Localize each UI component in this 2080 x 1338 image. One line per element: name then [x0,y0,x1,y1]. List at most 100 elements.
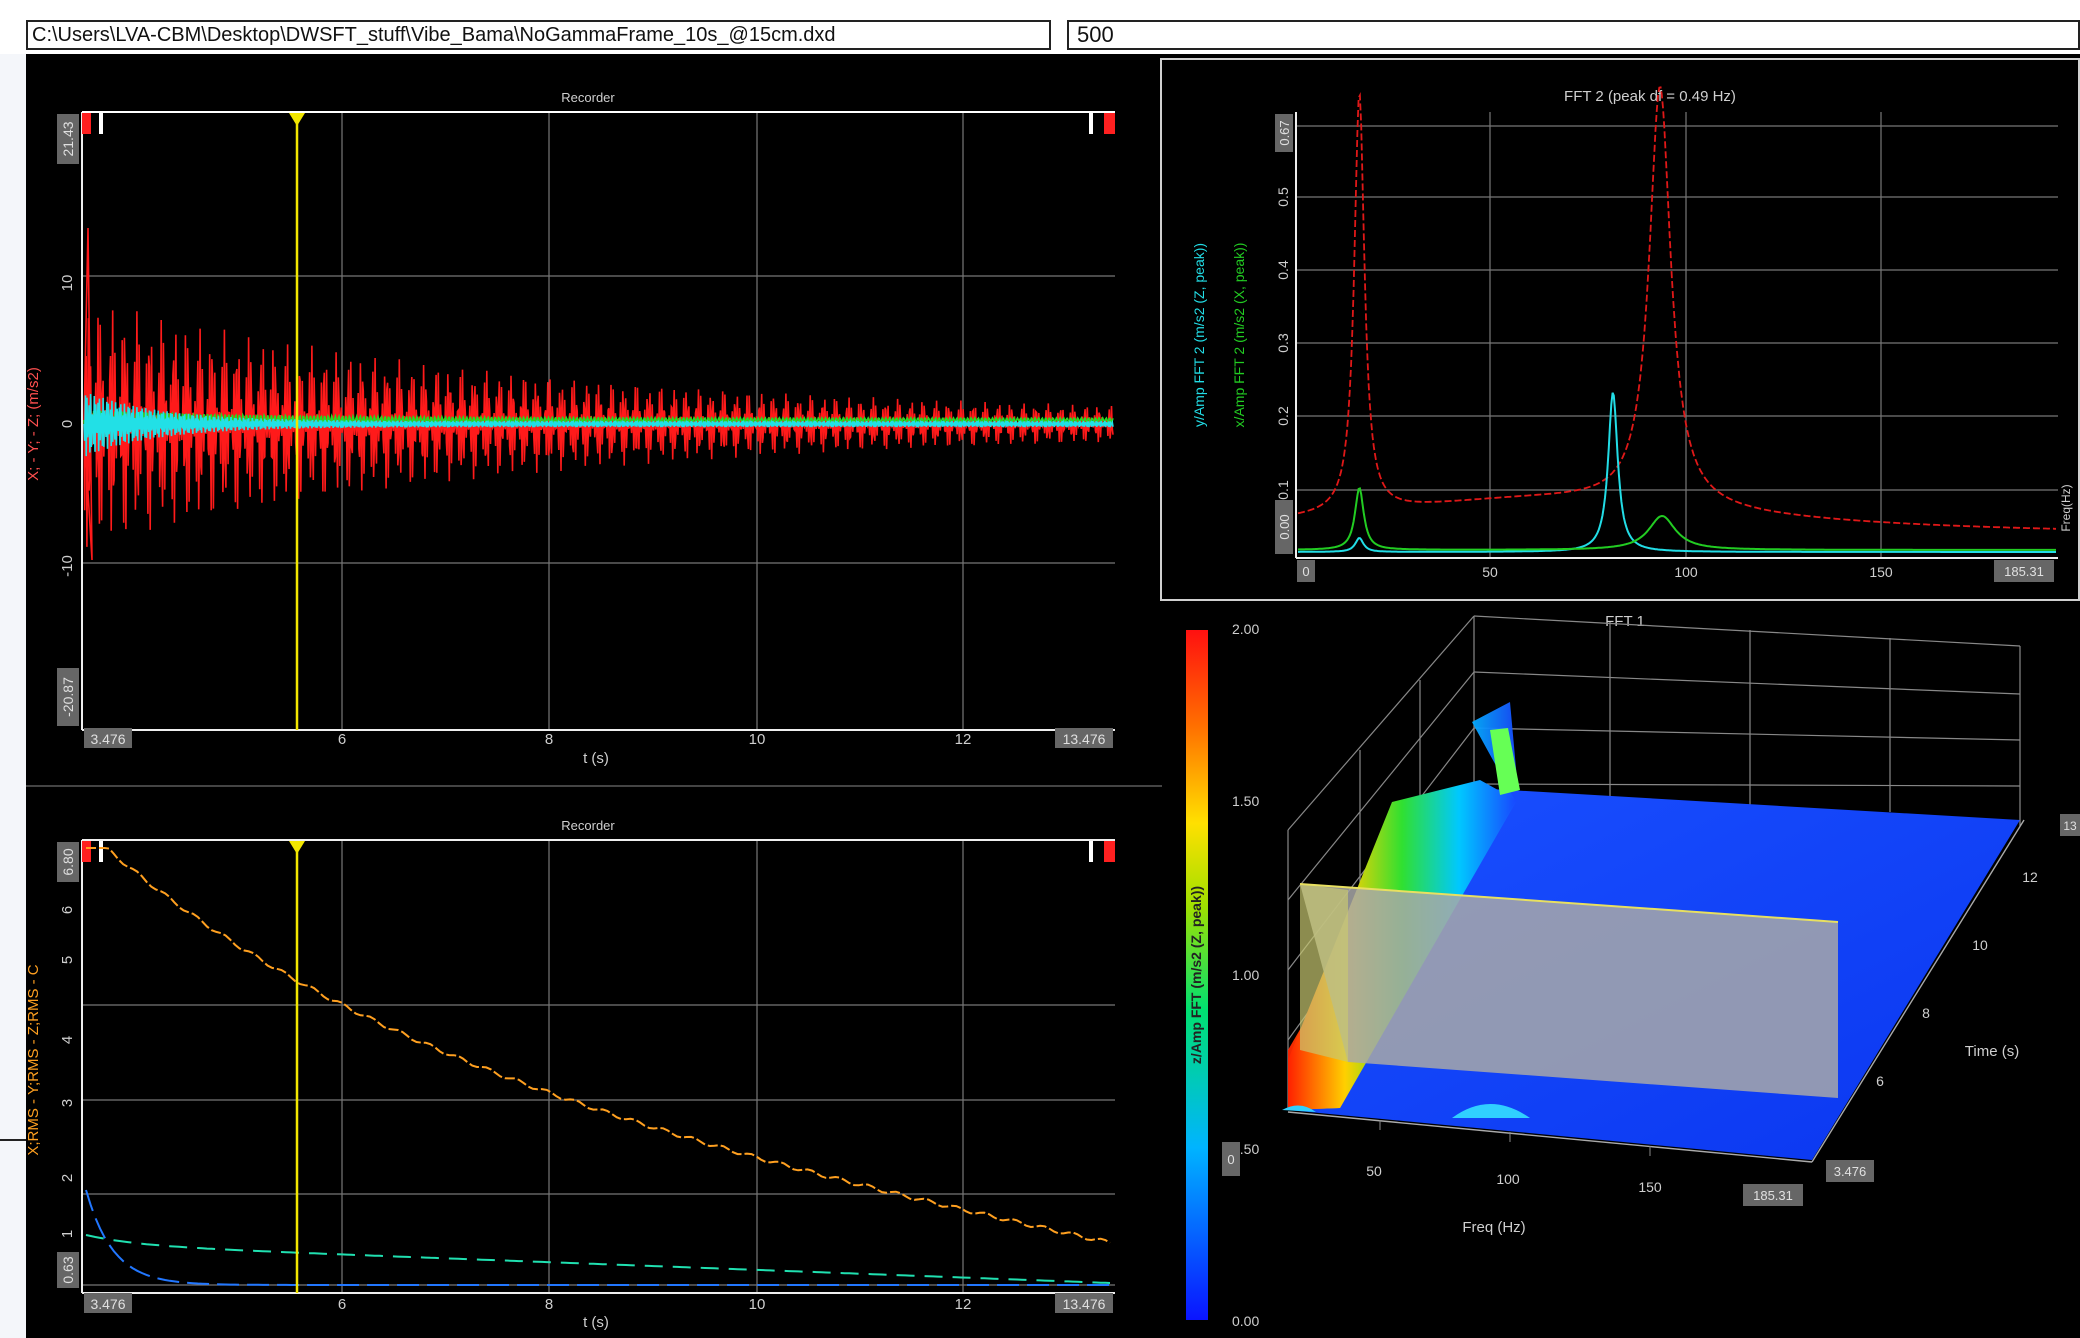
y-tick: -10 [59,555,76,577]
y-axis-label: X;RMS - Y;RMS - Z;RMS - C [25,964,42,1155]
z-acceleration-trace [83,227,1114,561]
x-end-box[interactable] [1994,560,2054,582]
time-end-box[interactable] [2060,814,2080,836]
time-start-box[interactable] [1826,1160,1874,1182]
time-tick: 12 [2022,869,2038,885]
x-tick: 12 [955,731,972,748]
waterfall-second-peak [1452,1104,1530,1118]
x-end-label: 13.476 [1063,731,1106,747]
time-tick: 10 [1972,937,1988,953]
time-cursor-plane[interactable] [1300,884,1838,1098]
range-start-handle[interactable] [99,841,103,862]
y-min-label: 0.63 [60,1256,76,1283]
sample-rate-field[interactable]: 500 [1067,20,2080,50]
x-start-label: 3.476 [90,731,125,747]
x-end-label: 185.31 [2004,564,2044,579]
y-min-box[interactable] [1275,500,1293,554]
y-tick: 0.1 [1275,480,1291,500]
freq-axis-label: Freq (Hz) [1462,1219,1525,1236]
fft2-x-spectrum [1297,487,2056,551]
colorbar-tick: 1.50 [1232,793,1259,809]
x-end-box[interactable] [1055,728,1113,748]
y-tick: 0 [59,420,76,428]
y-tick: 5 [59,956,76,964]
x-tick: 10 [749,1296,766,1313]
range-end-marker[interactable] [1104,113,1115,134]
y-tick: 0.2 [1275,406,1291,426]
y-max-box[interactable] [1275,114,1293,152]
recorder-bottom-panel[interactable]: Recorder 6.80 0.63 6 5 4 3 2 1 X;RMS - Y… [25,790,1162,1338]
left-edge-line [0,1139,28,1141]
freq-tick: 100 [1496,1171,1520,1187]
freq-end-label: 185.31 [1753,1188,1793,1203]
y-tick: 1 [59,1230,76,1238]
recorder-top-title: Recorder [561,90,615,105]
x-start-label: 3.476 [90,1296,125,1312]
x-end-box[interactable] [1055,1293,1113,1313]
y-min-label: -20.87 [60,677,76,717]
time-cursor-handle[interactable] [289,841,305,854]
waterfall-grid [1287,615,2021,1110]
time-tick: 8 [1922,1005,1930,1021]
fft2-z-spectrum [1297,86,2056,530]
y-min-box[interactable] [57,668,79,726]
colorbar-tick: 0.00 [1232,1313,1259,1329]
x-tick: 50 [1482,564,1498,580]
fft2-title: FFT 2 (peak df = 0.49 Hz) [1564,88,1736,105]
fft2-right-label: Freq(Hz) [2059,484,2073,531]
freq-tick: 150 [1638,1179,1662,1195]
range-start-marker[interactable] [82,113,91,134]
x-tick: 10 [749,731,766,748]
y-tick: 2 [59,1174,76,1182]
y-min-label: 0.00 [1277,514,1292,539]
range-end-handle[interactable] [1089,841,1093,862]
x-start-box[interactable] [84,1293,132,1313]
panel-divider [26,785,1162,787]
colorbar-min-box[interactable] [1222,1142,1240,1176]
x-start-box[interactable] [84,728,132,748]
y-max-box[interactable] [57,114,79,164]
colorbar-tick: 1.00 [1232,967,1259,983]
left-edge-strip [0,54,26,1338]
range-start-marker[interactable] [82,841,91,862]
y-min-box[interactable] [57,1252,79,1288]
freq-end-box[interactable] [1743,1184,1803,1206]
x-start-label: 0 [1302,564,1309,579]
time-tick: 6 [1876,1073,1884,1089]
x-tick: 8 [545,731,553,748]
time-end-label: 13 [2063,819,2077,833]
y-tick: 0.3 [1275,333,1291,353]
colorbar-label: z/Amp FFT (m/s2 (Z, peak)) [1188,886,1204,1064]
fft1-waterfall-panel[interactable]: 2.00 1.50 1.00 0.50 0.00 z/Amp FFT (m/s2… [1160,606,2080,1338]
range-end-handle[interactable] [1089,113,1093,134]
time-cursor-handle[interactable] [289,113,305,126]
range-end-marker[interactable] [1104,841,1115,862]
y-max-box[interactable] [57,842,79,882]
y-tick: 10 [59,275,76,292]
y-tick: 4 [59,1036,76,1044]
waterfall-low-bump [1282,1105,1316,1112]
range-start-handle[interactable] [99,113,103,134]
toolbar: C:\Users\LVA-CBM\Desktop\DWSFT_stuff\Vib… [0,0,2080,54]
colorbar-tick: 2.00 [1232,621,1259,637]
freq-tick: 50 [1366,1163,1382,1179]
fft1-title: FFT 1 [1605,613,1645,630]
x-start-box[interactable] [1297,560,1315,582]
fft2-panel[interactable]: FFT 2 (peak df = 0.49 Hz) 0.67 0.5 0.4 0… [1160,58,2080,604]
x-tick: 6 [338,731,346,748]
y-max-label: 21.43 [60,121,76,156]
recorder-top-panel[interactable]: Recorder 10 0 -10 21.43 -20.87 X; - Y; -… [25,54,1162,784]
y-tick: 3 [59,1099,76,1107]
y-max-label: 6.80 [60,848,76,875]
y-acceleration-trace [83,393,1114,457]
x-tick: 12 [955,1296,972,1313]
y-rms-trace [85,1189,1110,1286]
recorder-bottom-title: Recorder [561,818,615,833]
y-tick: 6 [59,906,76,914]
file-path-field[interactable]: C:\Users\LVA-CBM\Desktop\DWSFT_stuff\Vib… [26,20,1051,50]
colorbar-min-label: 0 [1227,1152,1234,1167]
time-cursor-plane-top [1299,883,1839,923]
colorbar [1186,630,1208,1320]
fft2-y-label-primary: y/Amp FFT 2 (m/s2 (Z, peak)) [1191,243,1207,427]
z-rms-trace [86,847,1111,1244]
